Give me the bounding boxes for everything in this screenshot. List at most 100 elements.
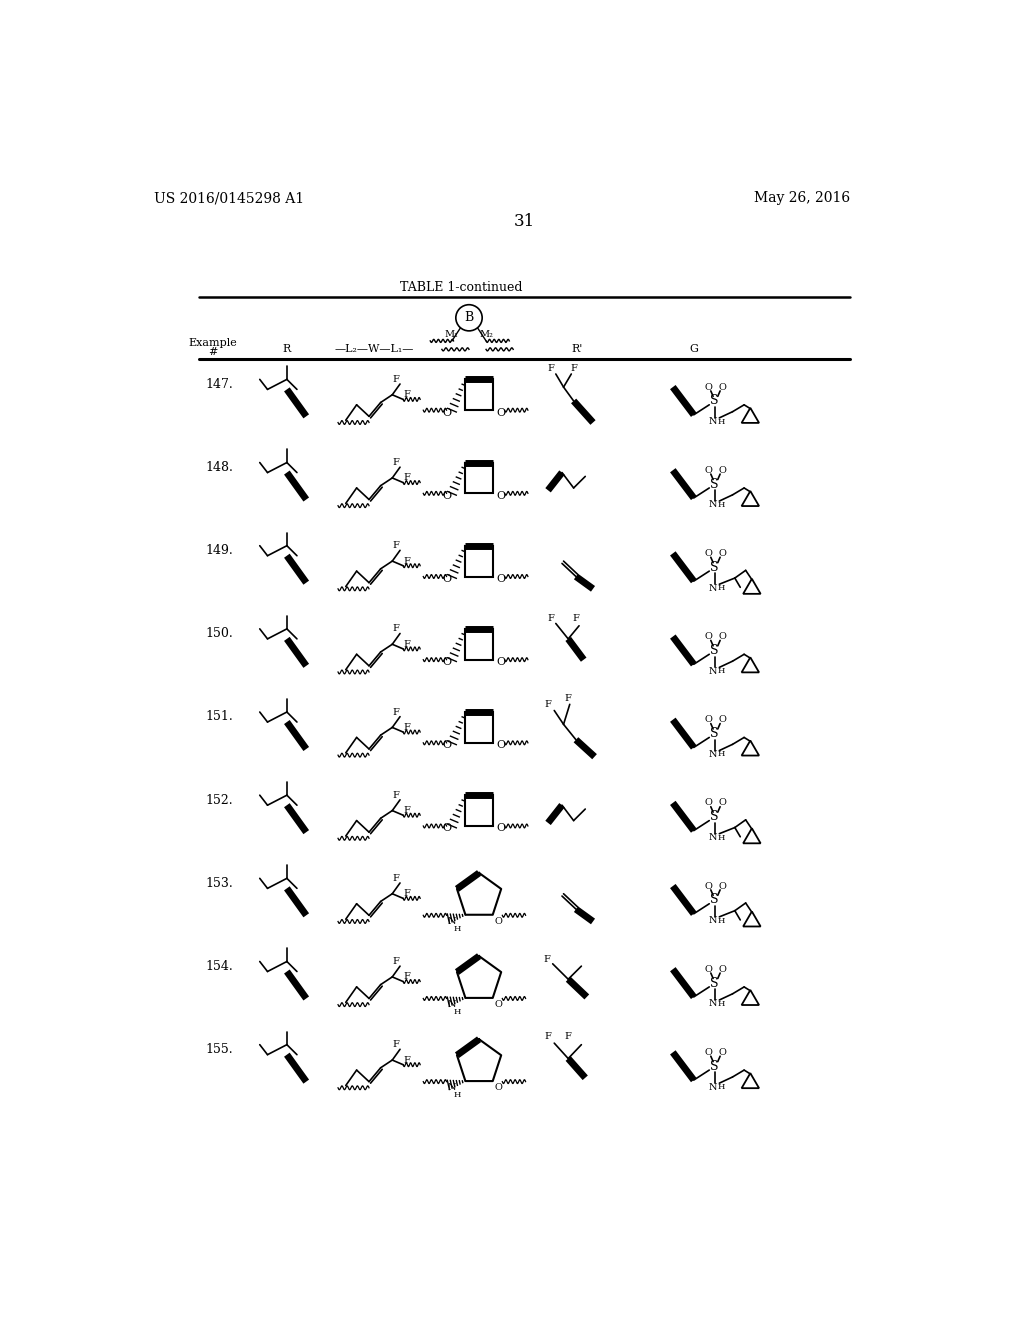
- Text: H: H: [454, 1008, 461, 1016]
- Text: O: O: [495, 1084, 503, 1092]
- Bar: [465, 628, 493, 660]
- Text: F: F: [547, 614, 554, 623]
- Text: N: N: [709, 417, 718, 426]
- Text: S: S: [711, 644, 719, 657]
- Bar: [465, 795, 493, 826]
- Text: M₂: M₂: [479, 330, 493, 339]
- Text: H: H: [717, 500, 725, 510]
- Text: O: O: [719, 466, 726, 475]
- Text: B: B: [464, 312, 474, 325]
- Text: F: F: [403, 1056, 411, 1064]
- Text: F: F: [393, 624, 399, 634]
- Text: 148.: 148.: [206, 461, 233, 474]
- Text: O: O: [705, 1048, 713, 1057]
- Text: O: O: [442, 657, 452, 667]
- Text: 147.: 147.: [206, 378, 233, 391]
- Text: S: S: [711, 1060, 719, 1073]
- Text: F: F: [403, 807, 411, 814]
- Circle shape: [456, 305, 482, 331]
- Text: H: H: [454, 925, 461, 933]
- Text: F: F: [393, 1040, 399, 1049]
- Text: O: O: [705, 965, 713, 974]
- Text: R: R: [283, 345, 291, 354]
- Text: F: F: [393, 375, 399, 384]
- Text: S: S: [711, 894, 719, 907]
- Text: S: S: [711, 727, 719, 741]
- Text: O: O: [442, 408, 452, 417]
- Text: N: N: [709, 667, 718, 676]
- Text: O: O: [705, 549, 713, 558]
- Text: F: F: [403, 557, 411, 565]
- Text: O: O: [705, 799, 713, 808]
- Text: O: O: [495, 1001, 503, 1008]
- Text: N: N: [709, 999, 718, 1008]
- Text: O: O: [719, 549, 726, 558]
- Text: H: H: [717, 916, 725, 925]
- Text: F: F: [393, 791, 399, 800]
- Text: 149.: 149.: [206, 544, 233, 557]
- Text: O: O: [497, 657, 505, 667]
- Text: N: N: [447, 1084, 457, 1092]
- Text: N: N: [447, 917, 457, 925]
- Text: O: O: [705, 466, 713, 475]
- Text: O: O: [705, 715, 713, 725]
- Text: N: N: [709, 916, 718, 925]
- Text: H: H: [717, 583, 725, 593]
- Text: F: F: [403, 640, 411, 648]
- Bar: [465, 462, 493, 494]
- Text: S: S: [711, 478, 719, 491]
- Text: O: O: [719, 715, 726, 725]
- Text: 154.: 154.: [206, 960, 233, 973]
- Text: H: H: [454, 1092, 461, 1100]
- Text: H: H: [717, 417, 725, 426]
- Text: F: F: [403, 723, 411, 731]
- Text: May 26, 2016: May 26, 2016: [755, 191, 850, 206]
- Text: O: O: [442, 824, 452, 833]
- Text: S: S: [711, 810, 719, 824]
- Text: O: O: [705, 632, 713, 642]
- Text: G: G: [689, 345, 698, 354]
- Text: F: F: [403, 391, 411, 399]
- Bar: [465, 711, 493, 743]
- Text: S: S: [711, 977, 719, 990]
- Text: S: S: [711, 561, 719, 574]
- Text: N: N: [709, 833, 718, 842]
- Text: N: N: [709, 500, 718, 510]
- Text: F: F: [393, 708, 399, 717]
- Text: 153.: 153.: [206, 876, 233, 890]
- Text: O: O: [705, 882, 713, 891]
- Text: N: N: [447, 1001, 457, 1008]
- Text: 150.: 150.: [206, 627, 233, 640]
- Text: O: O: [442, 574, 452, 583]
- Bar: [465, 545, 493, 577]
- Text: F: F: [545, 1032, 552, 1041]
- Text: TABLE 1-continued: TABLE 1-continued: [400, 281, 522, 294]
- Text: H: H: [717, 999, 725, 1008]
- Text: F: F: [393, 874, 399, 883]
- Text: O: O: [497, 491, 505, 500]
- Text: 151.: 151.: [206, 710, 233, 723]
- Text: 152.: 152.: [206, 793, 233, 807]
- Text: 155.: 155.: [206, 1043, 233, 1056]
- Text: O: O: [442, 491, 452, 500]
- Text: N: N: [709, 1082, 718, 1092]
- Text: #: #: [209, 347, 218, 358]
- Text: O: O: [497, 741, 505, 750]
- Text: F: F: [543, 956, 550, 965]
- Text: O: O: [719, 1048, 726, 1057]
- Text: O: O: [719, 632, 726, 642]
- Text: O: O: [719, 799, 726, 808]
- Text: F: F: [393, 541, 399, 550]
- Text: F: F: [393, 957, 399, 966]
- Text: O: O: [719, 882, 726, 891]
- Text: O: O: [497, 408, 505, 417]
- Text: O: O: [719, 965, 726, 974]
- Text: 31: 31: [514, 213, 536, 230]
- Text: F: F: [565, 1032, 571, 1041]
- Text: N: N: [709, 750, 718, 759]
- Text: F: F: [393, 458, 399, 467]
- Text: H: H: [717, 1082, 725, 1092]
- Text: H: H: [717, 667, 725, 676]
- Text: F: F: [403, 973, 411, 981]
- Text: F: F: [403, 474, 411, 482]
